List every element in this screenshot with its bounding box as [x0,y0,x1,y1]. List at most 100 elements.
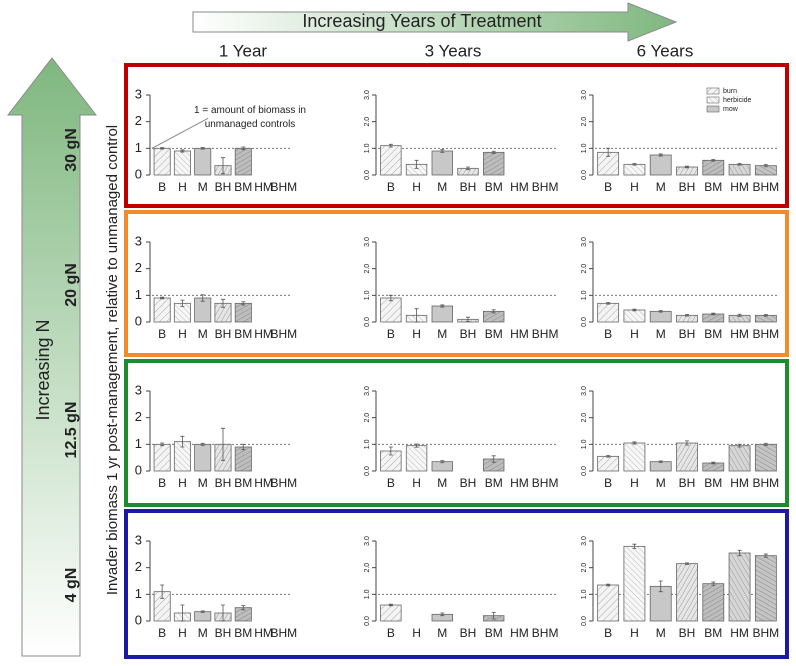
x-tick-label: HM [730,327,749,341]
error-bar [658,460,663,463]
x-tick-label: M [437,476,447,490]
row-box [124,509,789,659]
y-tick-label: 2 [135,260,142,275]
error-bar [160,147,165,150]
y-tick-label: 1.0 [364,143,371,153]
bar [649,154,672,176]
error-bar [737,313,742,317]
error-bar [606,302,611,305]
error-bar [200,442,205,446]
x-tick-label: BHM [753,626,780,640]
error-bar [491,309,496,314]
error-bar [711,581,716,586]
y-tick-label: 2.0 [581,117,588,127]
y-tick-label: 0.0 [581,466,588,476]
x-tick-label: BH [679,180,696,194]
y-tick-label: 3.0 [364,386,371,396]
x-tick-label: BH [215,476,232,490]
y-tick-label: 0.0 [581,317,588,327]
error-bar [658,310,663,313]
x-tick-label: HM [730,476,749,490]
error-bar [491,455,496,463]
x-tick-label: B [158,626,166,640]
error-bar [414,443,419,448]
bar [623,442,646,472]
x-tick-label: B [604,327,612,341]
y-tick-label: 1.0 [581,589,588,599]
x-tick-label: BHM [532,476,559,490]
error-bar [180,299,185,307]
y-tick-label: 3.0 [581,386,588,396]
x-tick-label: B [387,476,395,490]
y-tick-label: 3.0 [581,90,588,100]
y-tick-label: 0.0 [364,170,371,180]
bar [194,611,212,622]
y-tick-label: 0.0 [364,317,371,327]
error-bar [763,442,768,446]
error-bar [440,460,445,464]
bar [676,563,698,622]
x-tick-label: B [604,476,612,490]
x-tick-label: M [198,180,208,194]
error-bar [160,296,165,300]
error-bar [606,455,611,458]
x-tick-label: BM [234,626,252,640]
y-tick-label: 0 [135,612,142,627]
y-tick-label: 0.0 [581,616,588,626]
x-tick-label: BH [460,476,477,490]
error-bar [466,316,470,322]
x-tick-label: M [198,476,208,490]
x-tick-label: BM [485,180,503,194]
y-tick-label: 1 [135,287,142,302]
bar [234,302,252,323]
x-tick-label: HM [730,180,749,194]
error-bar [763,553,768,558]
bar [597,584,620,622]
x-tick-label: BH [460,626,477,640]
bar [153,443,171,472]
bar [194,147,212,176]
y-tick-label: 3 [135,532,142,547]
error-bar [241,301,246,306]
error-bar [763,314,768,317]
annotation: 1 = amount of biomass in [194,105,306,116]
y-tick-label: 1 [135,140,142,155]
x-tick-label: BHM [753,476,780,490]
x-tick-label: H [178,327,187,341]
row-label: 12.5 gN [63,402,80,459]
bar [173,150,191,176]
bar [483,151,505,176]
bar [597,455,620,472]
x-tick-label: BHM [271,476,298,490]
x-tick-label: HM [510,180,529,194]
n-arrow [6,57,98,657]
error-bar [685,440,689,446]
error-bar [388,143,393,148]
row-label: 30 gN [63,128,80,172]
x-tick-label: M [437,626,447,640]
x-tick-label: BH [460,327,477,341]
x-tick-label: H [412,327,421,341]
error-bar [180,149,185,153]
bar [405,445,428,472]
error-bar [241,146,246,151]
row-box [124,210,789,357]
bar [153,147,171,176]
bar [702,462,725,472]
row-box [124,63,789,208]
error-bar [658,153,663,157]
x-tick-label: BHM [753,180,780,194]
legend-label: burn [723,88,737,95]
x-tick-label: B [387,180,395,194]
error-bar [221,427,225,461]
annotation-pointer [151,117,209,149]
legend-swatch [706,96,720,104]
bar [676,442,698,472]
x-tick-label: HM [254,180,273,194]
error-bar [685,562,689,565]
error-bar [180,435,185,448]
x-tick-label: BM [485,476,503,490]
error-bar [711,312,716,316]
error-bar [221,157,225,175]
